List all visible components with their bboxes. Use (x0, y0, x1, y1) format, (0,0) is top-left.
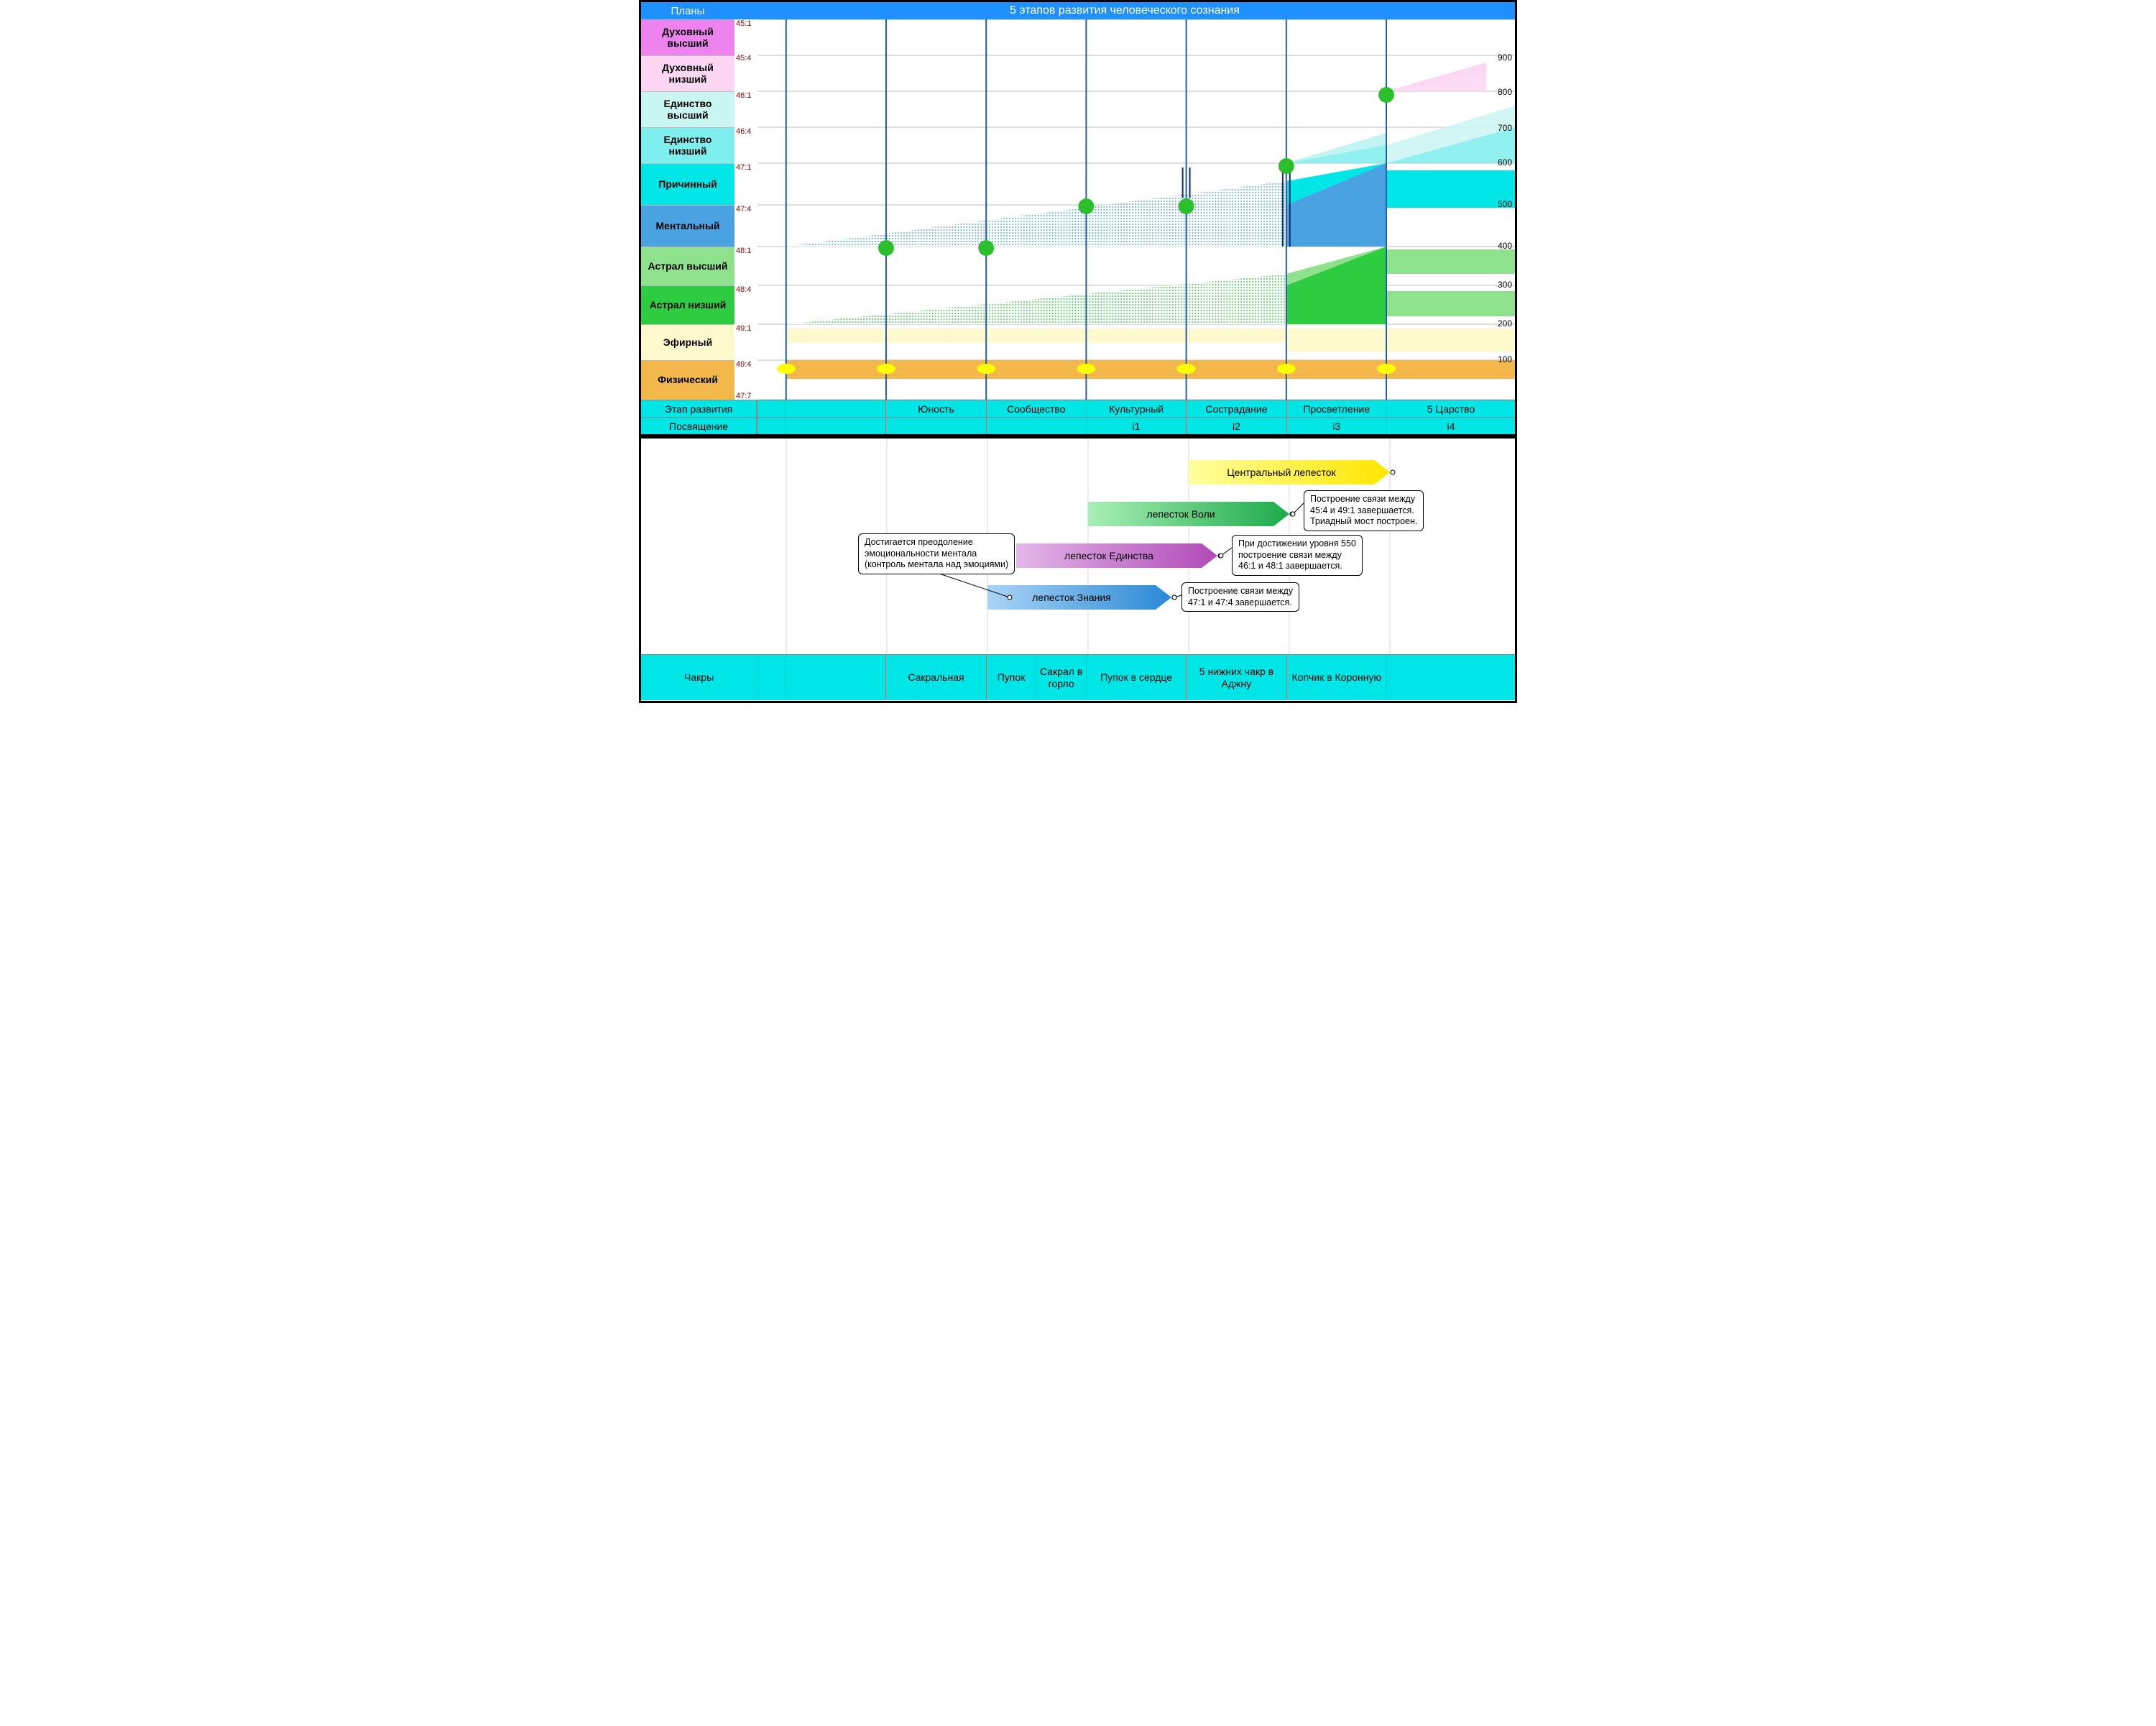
scale-label: 45:1 (736, 19, 751, 28)
scale-label: 47:7 (736, 392, 751, 400)
scale-label: 49:1 (736, 324, 751, 333)
chakra-cell: Копчик в Коронную (1286, 654, 1386, 700)
right-scale-number: 900 (1498, 52, 1512, 63)
row-cell: Сообщество (986, 400, 1086, 417)
plane-label: Духовный низший (641, 55, 734, 91)
chakra-cell (786, 654, 885, 700)
scale-label: 47:1 (736, 163, 751, 172)
scale-label: 46:4 (736, 127, 751, 136)
chart-zone: Духовный высшийДуховный низшийЕдинство в… (641, 19, 1515, 400)
chakra-cell: Пупок (986, 654, 1036, 700)
row-cell: i1 (1086, 417, 1186, 434)
row-header: Посвящение (641, 417, 757, 434)
row-cell (986, 417, 1086, 434)
chakra-cell (1386, 654, 1515, 700)
chakra-cell: Пупок в сердце (1086, 654, 1186, 700)
right-scale-number: 600 (1498, 157, 1512, 167)
scale-label: 47:4 (736, 205, 751, 214)
right-scale-number: 700 (1498, 123, 1512, 133)
plane-label: Единство низший (641, 127, 734, 163)
scale-label: 49:4 (736, 360, 751, 369)
scale-label: 46:1 (736, 91, 751, 100)
right-scale-number: 400 (1498, 241, 1512, 251)
chakra-cell (757, 654, 786, 700)
plans-header: Планы (641, 2, 734, 19)
svg-text:лепесток Знания: лепесток Знания (1032, 592, 1110, 603)
plane-label: Ментальный (641, 205, 734, 247)
row-cell: 5 Царство (1386, 400, 1515, 417)
svg-text:лепесток Воли: лепесток Воли (1146, 508, 1215, 520)
svg-text:Центральный лепесток: Центральный лепесток (1227, 467, 1336, 478)
plane-label: Эфирный (641, 324, 734, 360)
row-cell (885, 417, 985, 434)
stage-row: Этап развития ЮностьСообществоКультурныйС… (641, 400, 1515, 417)
right-scale-number: 500 (1498, 199, 1512, 209)
note-box: Построение связи между 45:4 и 49:1 завер… (1304, 490, 1424, 531)
plane-label: Физический (641, 360, 734, 400)
row-cell (786, 417, 885, 434)
right-scale-number: 200 (1498, 318, 1512, 329)
plane-label: Астрал низший (641, 285, 734, 324)
chakra-cell: 5 нижних чакр в Аджну (1186, 654, 1286, 700)
row-cell: i3 (1286, 417, 1386, 434)
main-title: 5 этапов развития человеческого сознания (734, 2, 1515, 19)
plane-label: Духовный высший (641, 19, 734, 55)
right-scale-number: 800 (1498, 87, 1512, 97)
plane-label: Причинный (641, 163, 734, 205)
row-header: Этап развития (641, 400, 757, 417)
scale-label: 48:4 (736, 285, 751, 294)
note-box: Построение связи между 47:1 и 47:4 завер… (1181, 582, 1299, 612)
row-cell (757, 400, 786, 417)
row-cell (786, 400, 885, 417)
initiation-row: Посвящение i1i2i3i4 (641, 417, 1515, 434)
scale-label: 45:4 (736, 54, 751, 63)
row-cell (757, 417, 786, 434)
chakra-header: Чакры (641, 654, 757, 700)
plane-label: Единство высший (641, 91, 734, 127)
row-cell: Сострадание (1186, 400, 1286, 417)
note-box: При достижении уровня 550 построение свя… (1232, 535, 1363, 576)
petal-zone: Центральный лепесток лепесток Воли лепесто… (641, 439, 1515, 654)
chakra-row: Чакры СакральнаяПупокСакрал в горлоПупок … (641, 654, 1515, 700)
row-cell: i2 (1186, 417, 1286, 434)
row-cell: i4 (1386, 417, 1515, 434)
scale-label: 48:1 (736, 247, 751, 255)
right-scale-number: 100 (1498, 354, 1512, 364)
chakra-cell: Сакральная (885, 654, 985, 700)
note-box: Достигается преодоление эмоциональности … (858, 533, 1015, 574)
chakra-cell: Сакрал в горло (1036, 654, 1086, 700)
row-cell: Культурный (1086, 400, 1186, 417)
row-cell: Просветление (1286, 400, 1386, 417)
plane-label: Астрал высший (641, 247, 734, 285)
right-scale-number: 300 (1498, 280, 1512, 290)
row-cell: Юность (885, 400, 985, 417)
svg-text:лепесток Единства: лепесток Единства (1064, 550, 1153, 561)
